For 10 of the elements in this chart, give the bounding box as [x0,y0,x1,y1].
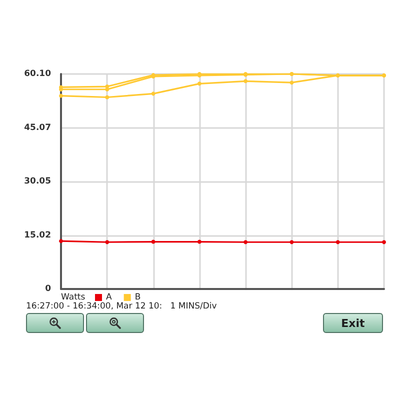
x-axis-title: 16:27:00 - 16:34:00, Mar 12 10: 1 MINS/Div [26,302,217,312]
y-tick-label: 45.07 [24,122,52,133]
legend-label: B [134,292,141,302]
legend-title: Watts [61,292,86,302]
button: Exit [323,313,383,333]
legend-label: A [106,292,112,302]
y-tick-label: 30.05 [24,176,52,186]
y-tick-label: 60.10 [24,69,52,79]
y-tick-label: 15.02 [24,230,52,240]
y-tick-label: 0 [45,284,52,294]
